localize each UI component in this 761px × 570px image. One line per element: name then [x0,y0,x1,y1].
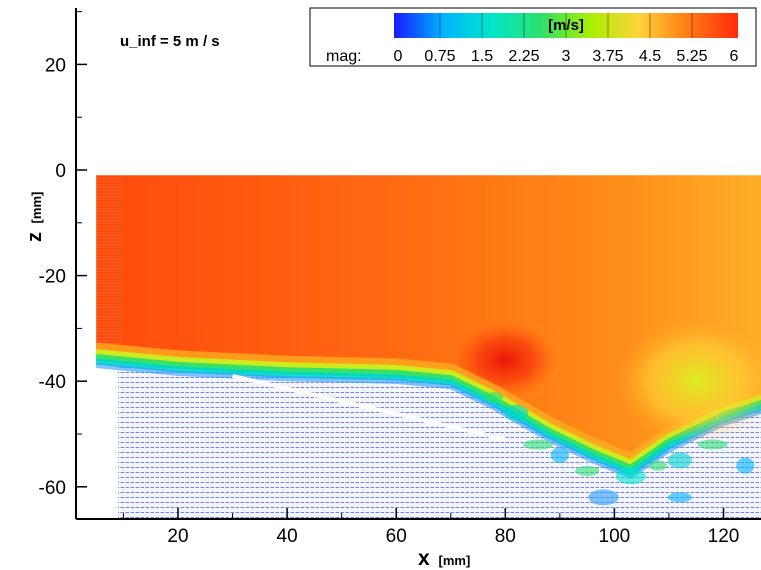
turbulence-patch [736,457,755,474]
velocity-field [95,175,761,519]
y-axis-label: z [mm] [24,192,46,242]
turbulence-patch [615,468,646,485]
x-tick-label: 100 [599,526,631,547]
x-axis-label-unit: [mm] [439,553,471,568]
x-tick-label: 80 [495,526,516,547]
y-tick-label: 20 [45,55,66,76]
colorbar-tick-label: 3 [562,48,571,65]
turbulence-patch [588,489,619,506]
x-tick-label: 60 [386,526,407,547]
y-axis-ticks: 20 0 -20 -40 -60 [39,11,87,499]
turbulence-patch [697,439,728,450]
inlet-vectors [96,175,123,350]
x-axis-label: x [mm] [418,547,470,570]
colorbar-tick-label: 0.75 [424,48,455,65]
model-edge [232,373,506,442]
shear-band-4 [95,363,761,479]
x-axis-ticks: 20 40 60 80 100 120 [122,508,740,547]
turbulence-patch [667,452,692,469]
colorbar-tick-label: 1.5 [471,48,493,65]
colorbar-tick-label: 6 [730,48,739,65]
y-tick-label: -40 [39,372,66,393]
freestream-region [96,175,761,461]
turbulence-patch [550,447,569,464]
colorbar-legend: [m/s] mag: 0 0.75 1.5 2.25 3 3.75 4.5 5.25 6 [309,7,757,67]
colorbar-unit: [m/s] [548,17,584,34]
colorbar-label: mag: [326,48,362,65]
colorbar-tick-label: 5.25 [676,48,707,65]
colorbar-tick-label: 4.5 [639,48,661,65]
y-tick-label: -60 [39,478,66,499]
colorbar-tick-label: 3.75 [592,48,623,65]
y-tick-label: 0 [55,161,66,182]
x-axis-label-symbol: x [418,547,430,570]
colorbar-dividers [439,13,693,38]
turbulence-patch [504,404,529,421]
turbulence-patch [575,465,600,476]
wake-vectors [117,363,761,519]
colorbar-tick-label: 2.25 [508,48,539,65]
turbulence-patch [523,439,554,450]
freestream-annotation: u_inf = 5 m / s [120,33,220,50]
turbulence-patch [667,492,692,503]
y-axis-label-unit: [mm] [29,192,44,224]
colorbar-tick-labels: 0 0.75 1.5 2.25 3 3.75 4.5 5.25 6 [394,48,739,65]
y-axis-label-symbol: z [24,232,46,242]
x-tick-label: 40 [277,526,298,547]
turbulence-patch [649,460,668,471]
x-tick-label: 120 [708,526,740,547]
recovery-plume [616,319,761,444]
x-tick-label: 20 [167,526,188,547]
colorbar-tick-label: 0 [394,48,403,65]
turbulence-patch [485,392,504,403]
y-tick-label: -20 [39,267,66,288]
